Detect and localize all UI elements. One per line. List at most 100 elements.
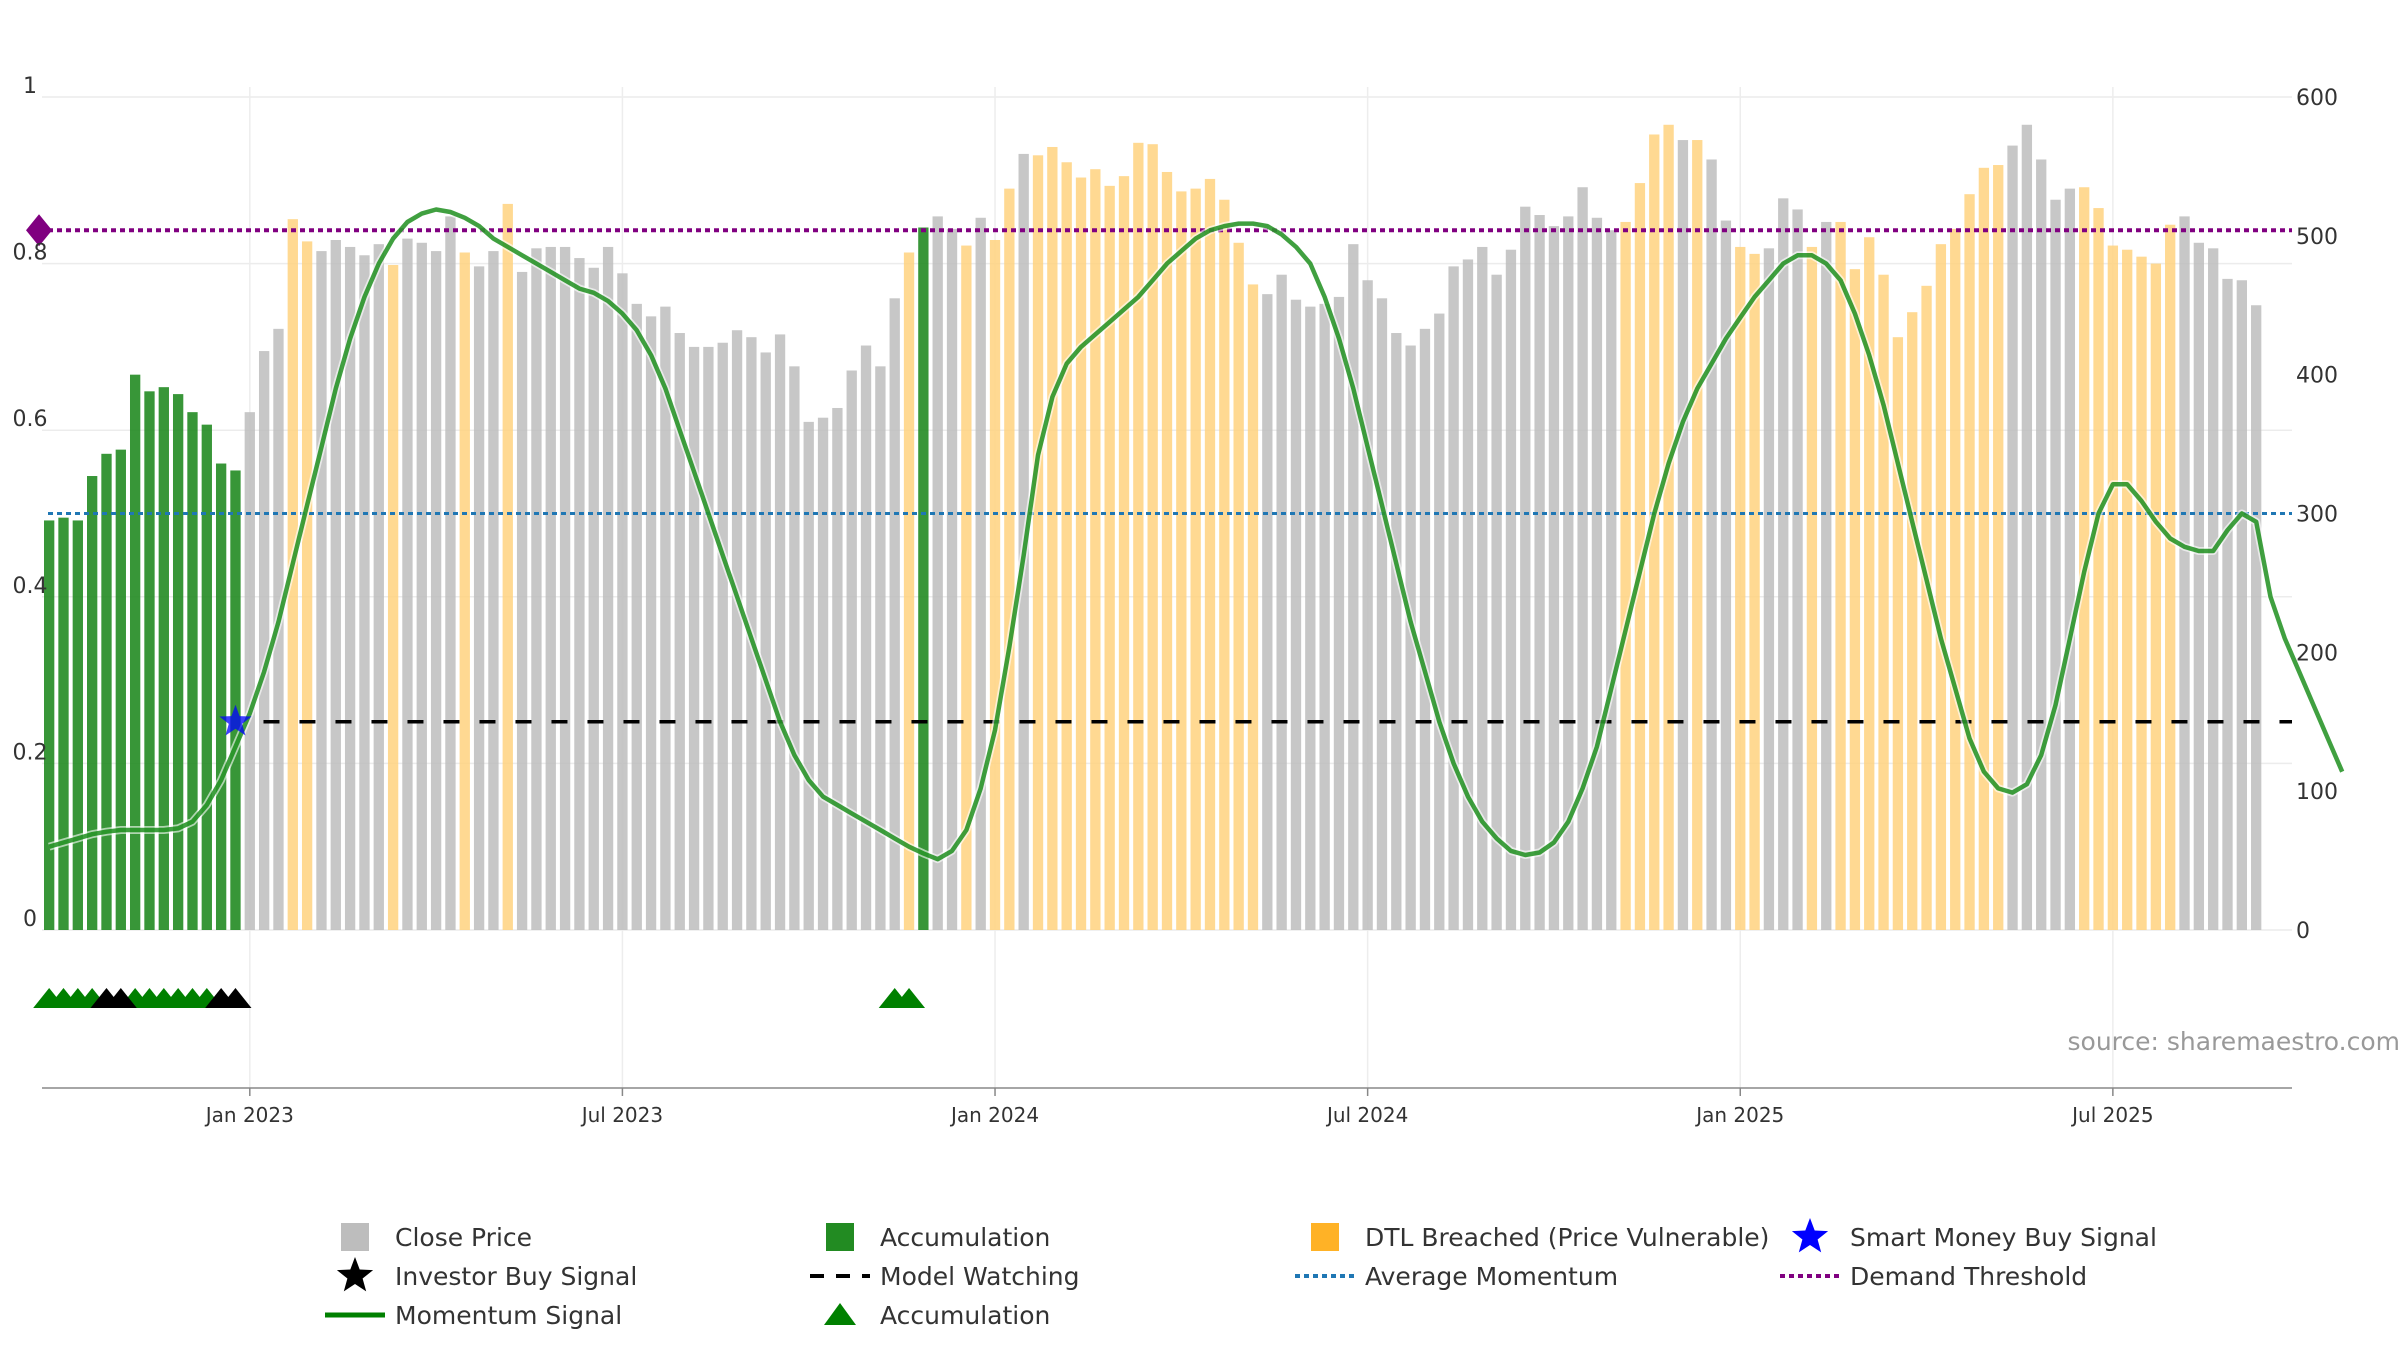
close-price-bar	[1549, 226, 1559, 930]
close-price-bar	[245, 412, 255, 930]
right-axis-tick-label: 400	[2296, 364, 2338, 389]
dtl-breached-bar	[1735, 247, 1745, 930]
dtl-breached-bar	[1835, 222, 1845, 930]
right-axis-tick-label: 600	[2296, 86, 2338, 111]
accumulation-bar	[73, 520, 83, 930]
close-price-bar	[1606, 230, 1616, 930]
dtl-breached-bar	[1878, 275, 1888, 930]
close-price-bar	[474, 266, 484, 930]
legend-label: Model Watching	[880, 1262, 1080, 1291]
close-price-bar	[574, 258, 584, 930]
dtl-breached-bar	[1907, 312, 1917, 930]
legend-swatch	[826, 1223, 854, 1251]
legend-label: Accumulation	[880, 1301, 1050, 1330]
left-axis-tick-label: 0.4	[13, 574, 48, 599]
close-price-bar	[1520, 207, 1530, 930]
dtl-breached-bar	[1248, 284, 1258, 930]
x-axis-tick-label: Jul 2024	[1325, 1103, 1408, 1127]
legend-swatch	[341, 1223, 369, 1251]
legend-label: Demand Threshold	[1850, 1262, 2087, 1291]
close-price-bar	[1391, 333, 1401, 930]
legend-label: Momentum Signal	[395, 1301, 622, 1330]
right-axis-tick-label: 100	[2296, 780, 2338, 805]
dtl-breached-bar	[904, 252, 914, 930]
x-axis-tick-label: Jan 2024	[949, 1103, 1039, 1127]
dtl-breached-bar	[2093, 208, 2103, 930]
dtl-breached-bar	[1850, 269, 1860, 930]
close-price-bar	[2222, 279, 2232, 930]
dtl-breached-bar	[1033, 155, 1043, 930]
right-axis-tick-label: 0	[2296, 919, 2310, 944]
close-price-bar	[316, 251, 326, 930]
source-label: source: sharemaestro.com	[2068, 1027, 2400, 1056]
dtl-breached-bar	[1807, 247, 1817, 930]
left-axis-tick-label: 0.8	[13, 241, 48, 266]
right-axis-tick-label: 200	[2296, 641, 2338, 666]
x-axis-tick-label: Jul 2025	[2070, 1103, 2153, 1127]
dtl-breached-bar	[1219, 200, 1229, 930]
close-price-bar	[1592, 218, 1602, 930]
accumulation-bar	[173, 394, 183, 930]
close-price-bar	[1678, 140, 1688, 930]
close-price-bar	[402, 239, 412, 930]
dtl-breached-bar	[1749, 254, 1759, 930]
dtl-breached-bar	[1205, 179, 1215, 930]
accumulation-bar	[216, 464, 226, 930]
close-price-bar	[775, 334, 785, 930]
close-price-bar	[703, 347, 713, 930]
close-price-bar	[2194, 243, 2204, 930]
close-price-bar	[1764, 248, 1774, 930]
x-axis-tick-label: Jan 2025	[1694, 1103, 1784, 1127]
dtl-breached-bar	[1133, 143, 1143, 930]
dtl-breached-bar	[1062, 162, 1072, 930]
dtl-breached-bar	[2165, 225, 2175, 930]
dtl-breached-bar	[388, 265, 398, 930]
dtl-breached-bar	[1119, 176, 1129, 930]
close-price-bar	[2036, 159, 2046, 930]
close-price-bar	[359, 255, 369, 930]
close-price-bar	[646, 316, 656, 930]
close-price-bar	[2065, 189, 2075, 930]
dtl-breached-bar	[1176, 191, 1186, 930]
close-price-bar	[818, 418, 828, 930]
close-price-bar	[1262, 294, 1272, 930]
close-price-bar	[761, 352, 771, 930]
left-axis-tick-label: 1	[23, 74, 37, 99]
close-price-bar	[732, 330, 742, 930]
close-price-bar	[2007, 146, 2017, 930]
accumulation-bar	[144, 391, 154, 930]
close-price-bar	[2022, 125, 2032, 930]
accumulation-bar	[159, 387, 169, 930]
dtl-breached-bar	[1979, 168, 1989, 930]
accumulation-bar	[87, 476, 97, 930]
close-price-bar	[789, 366, 799, 930]
dtl-breached-bar	[302, 241, 312, 930]
dtl-breached-bar	[2122, 250, 2132, 930]
close-price-bar	[2237, 280, 2247, 930]
dtl-breached-bar	[1004, 189, 1014, 930]
close-price-bar	[1792, 209, 1802, 930]
dtl-breached-bar	[2108, 246, 2118, 930]
close-price-bar	[1420, 329, 1430, 930]
close-price-bar	[1506, 250, 1516, 930]
legend-label: Investor Buy Signal	[395, 1262, 637, 1291]
dtl-breached-bar	[1162, 172, 1172, 930]
close-price-bar	[2251, 305, 2261, 930]
x-axis-tick-label: Jan 2023	[204, 1103, 294, 1127]
dtl-breached-bar	[1105, 186, 1115, 930]
left-axis-tick-label: 0.6	[13, 407, 48, 432]
close-price-bar	[976, 218, 986, 930]
close-price-bar	[2050, 200, 2060, 930]
dtl-breached-bar	[503, 204, 513, 930]
close-price-bar	[560, 247, 570, 930]
dtl-breached-bar	[460, 252, 470, 930]
close-price-bar	[417, 243, 427, 930]
dtl-breached-bar	[1047, 147, 1057, 930]
close-price-bar	[259, 351, 269, 930]
right-axis-tick-label: 500	[2296, 225, 2338, 250]
close-price-bar	[546, 247, 556, 930]
legend-label: Close Price	[395, 1223, 532, 1252]
close-price-bar	[1706, 159, 1716, 930]
close-price-bar	[1463, 259, 1473, 930]
